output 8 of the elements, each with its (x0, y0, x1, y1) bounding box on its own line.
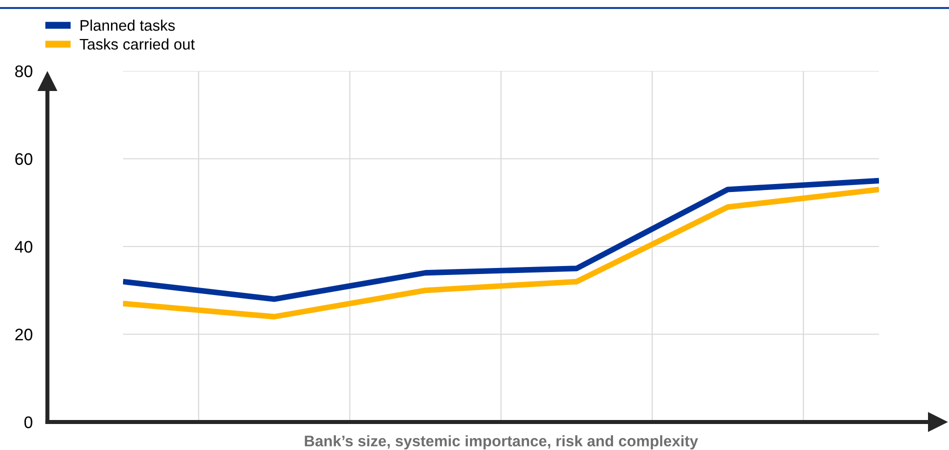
y-tick-label: 80 (15, 65, 32, 78)
legend-label: Planned tasks (80, 20, 175, 31)
legend-label: Tasks carried out (80, 38, 195, 50)
x-axis-title: Bank’s size, systemic importance, risk and complexity (304, 435, 698, 450)
y-tick-label: 40 (14, 240, 32, 253)
y-tick-label: 0 (24, 416, 32, 428)
y-tick-label: 60 (15, 153, 32, 165)
y-tick-label: 20 (15, 328, 32, 340)
